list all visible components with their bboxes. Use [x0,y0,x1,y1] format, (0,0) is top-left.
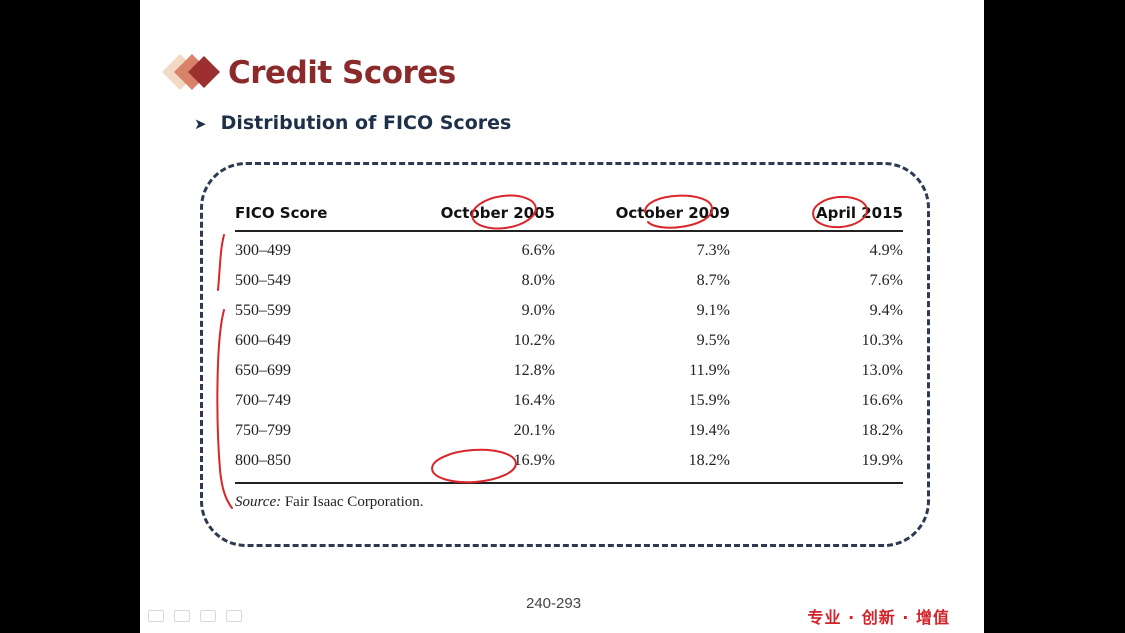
cell-2015: 13.0% [861,362,903,379]
fico-table: FICO Score October 2005 October 2009 Apr… [235,195,903,511]
cell-2005: 16.9% [513,452,555,469]
header-october-2005: October 2005 [440,203,555,222]
table-header-row: FICO Score October 2005 October 2009 Apr… [235,195,903,232]
diamond-logo-icon [162,54,220,90]
cell-range: 700–749 [235,392,291,409]
table-bottom-rule [235,482,903,484]
cell-2009: 18.2% [688,452,730,469]
table-row: 650–699 12.8% 11.9% 13.0% [235,356,903,386]
table-row: 300–499 6.6% 7.3% 4.9% [235,236,903,266]
page-number: 240-293 [526,595,582,612]
cell-2005: 10.2% [513,332,555,349]
bullet-heading: ➤ Distribution of FICO Scores [194,112,511,134]
cell-2009: 19.4% [688,422,730,439]
cell-2015: 19.9% [861,452,903,469]
slogan: 专业 · 创新 · 增值 [807,608,950,627]
cell-range: 750–799 [235,422,291,439]
cell-2009: 15.9% [688,392,730,409]
cell-2009: 9.1% [696,302,730,319]
cell-2005: 9.0% [521,302,555,319]
cell-2005: 8.0% [521,272,555,289]
cell-2005: 12.8% [513,362,555,379]
cell-2005: 20.1% [513,422,555,439]
slide: Credit Scores ➤ Distribution of FICO Scor… [140,0,984,633]
cell-2009: 11.9% [689,362,730,379]
source-text: Fair Isaac Corporation. [281,494,424,510]
cell-2009: 9.5% [696,332,730,349]
cell-2015: 4.9% [869,242,903,259]
table-row: 800–850 16.9% 18.2% 19.9% [235,446,903,476]
cell-2015: 18.2% [861,422,903,439]
cell-range: 500–549 [235,272,291,289]
header-april-2015: April 2015 [816,203,903,222]
cell-2015: 10.3% [861,332,903,349]
cell-range: 800–850 [235,452,291,469]
cell-2015: 16.6% [861,392,903,409]
table-row: 600–649 10.2% 9.5% 10.3% [235,326,903,356]
cell-range: 650–699 [235,362,291,379]
nav-prev-icon[interactable] [148,610,164,622]
cell-2005: 6.6% [521,242,555,259]
table-row: 550–599 9.0% 9.1% 9.4% [235,296,903,326]
cell-2009: 8.7% [696,272,730,289]
cell-range: 600–649 [235,332,291,349]
source-label: Source: [235,494,282,510]
nav-menu-icon[interactable] [200,610,216,622]
arrowhead-bullet-icon: ➤ [194,115,207,133]
table-row: 700–749 16.4% 15.9% 16.6% [235,386,903,416]
header-fico-score: FICO Score [235,203,328,222]
table-row: 750–799 20.1% 19.4% 18.2% [235,416,903,446]
cell-2009: 7.3% [696,242,730,259]
cell-range: 550–599 [235,302,291,319]
nav-pen-icon[interactable] [174,610,190,622]
table-row: 500–549 8.0% 8.7% 7.6% [235,266,903,296]
slide-title: Credit Scores [228,55,456,91]
table-source: Source: Fair Isaac Corporation. [235,494,903,511]
bullet-text: Distribution of FICO Scores [220,112,512,134]
cell-2015: 7.6% [869,272,903,289]
cell-2005: 16.4% [513,392,555,409]
cell-range: 300–499 [235,242,291,259]
cell-2015: 9.4% [869,302,903,319]
slide-nav[interactable] [148,610,242,622]
dashed-frame [200,162,930,547]
nav-next-icon[interactable] [226,610,242,622]
header-october-2009: October 2009 [615,203,730,222]
